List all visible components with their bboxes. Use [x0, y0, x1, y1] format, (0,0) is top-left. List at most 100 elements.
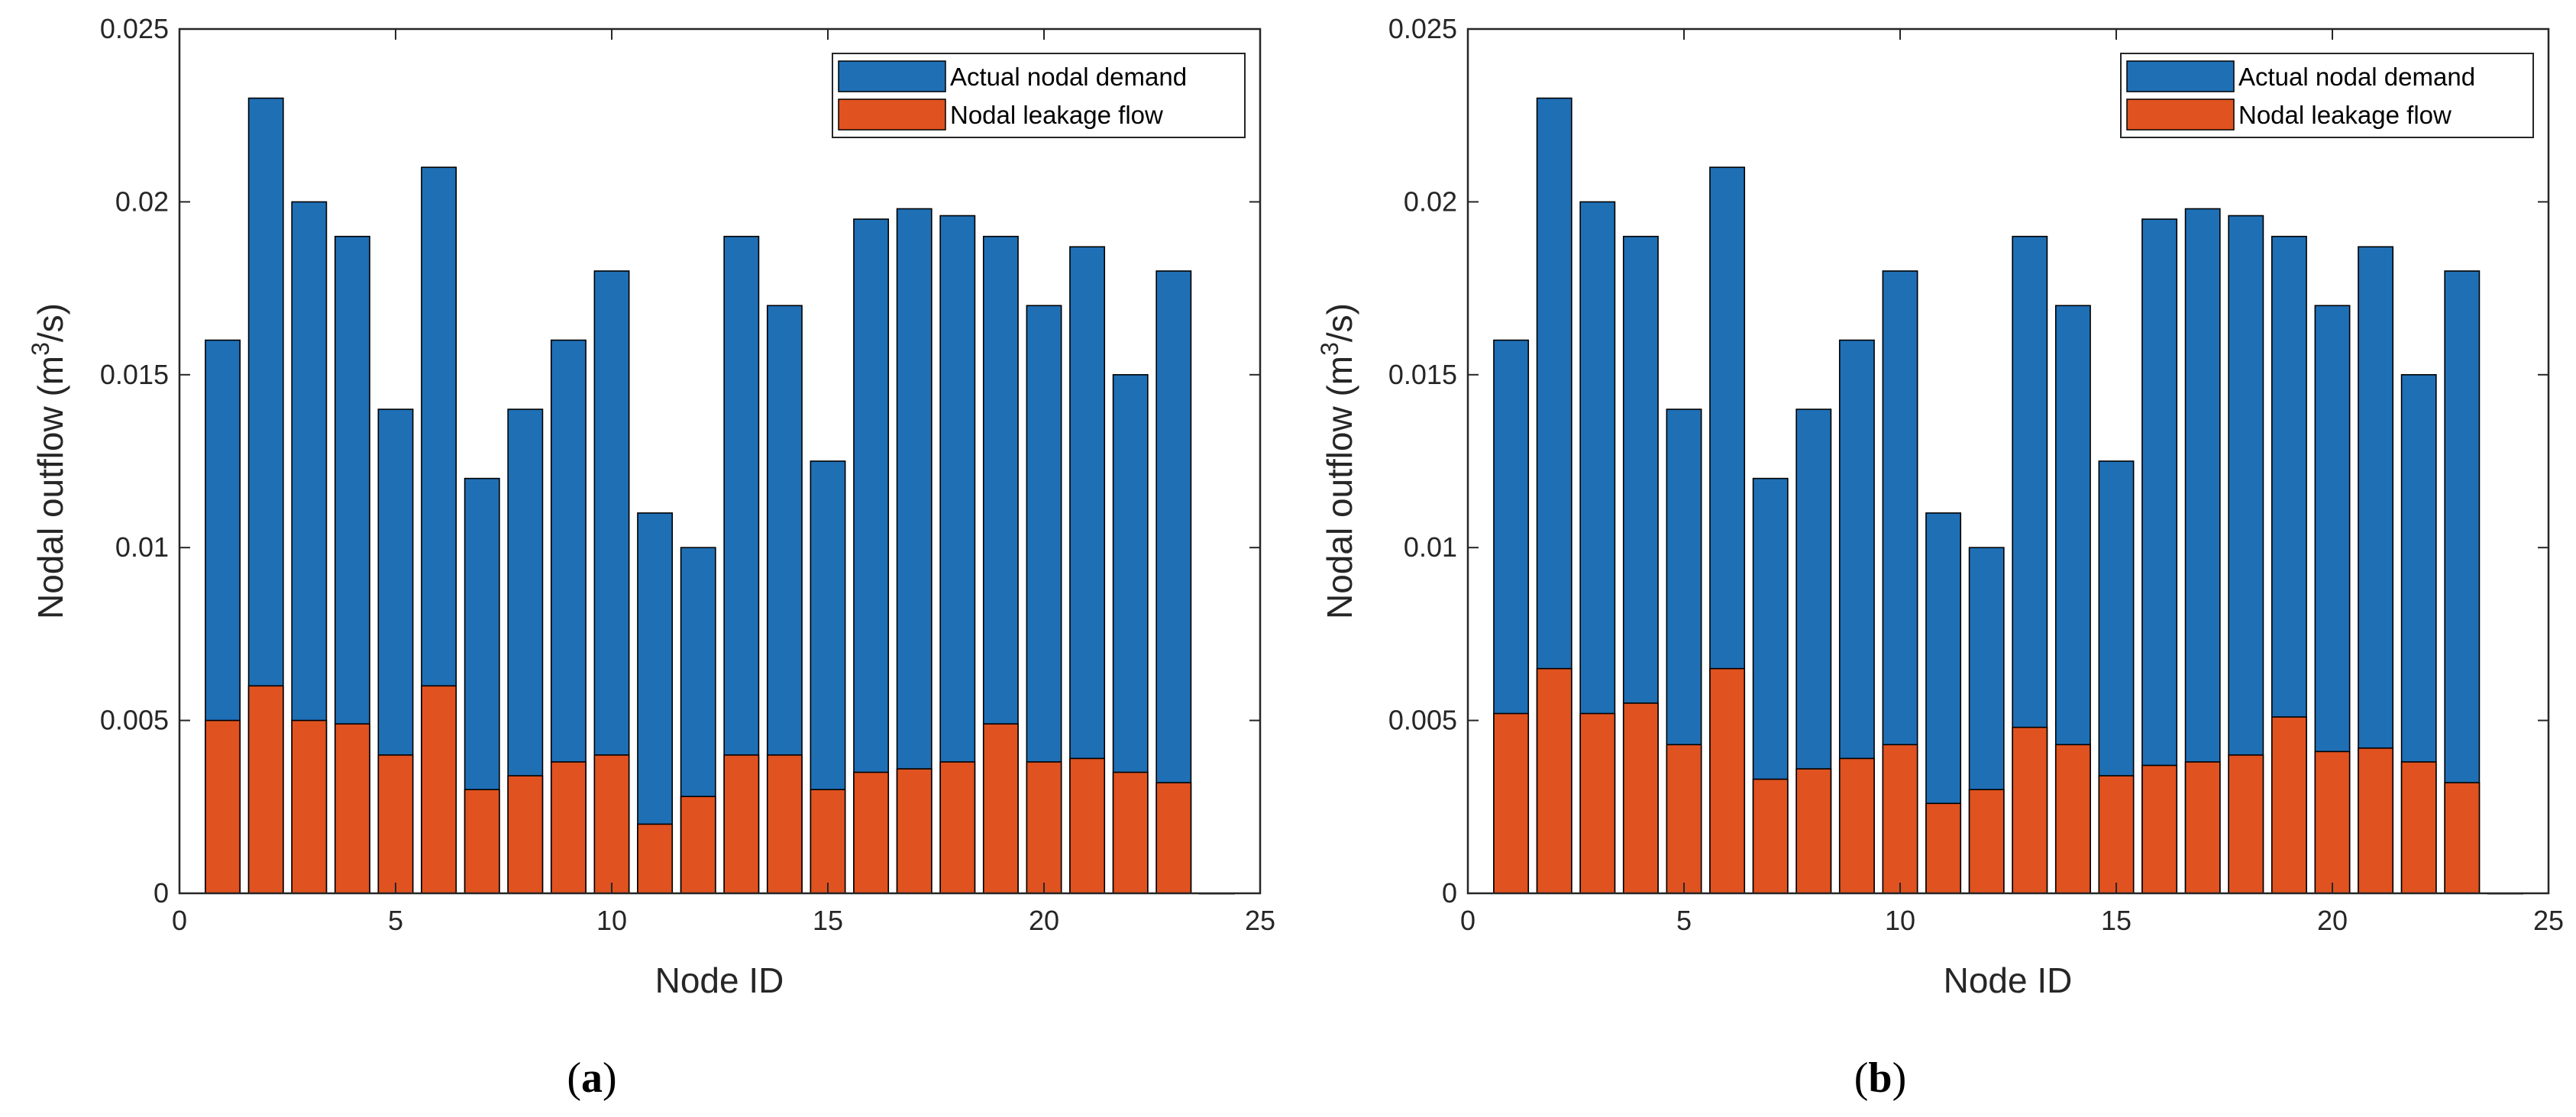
bar-leakage-node-22 [1112, 771, 1149, 894]
bar-leakage-node-20 [1026, 761, 1062, 894]
bar-leakage-node-22 [2400, 761, 2437, 894]
bar-leakage-node-2 [247, 685, 284, 894]
x-tick-label: 15 [813, 905, 843, 936]
y-tick-label: 0.01 [1404, 531, 1457, 563]
y-tick-label: 0.01 [115, 531, 169, 563]
y-tick-label: 0.015 [1388, 359, 1457, 390]
x-tick-label: 20 [2317, 905, 2348, 936]
bar-leakage-node-20 [2314, 751, 2351, 894]
legend-label-demand: Actual nodal demand [950, 63, 1187, 91]
x-tick-label: 0 [1460, 905, 1475, 936]
x-tick-label: 5 [388, 905, 403, 936]
y-axis-label-main: Nodal outflow (m [1320, 356, 1359, 619]
y-tick-label: 0.005 [100, 705, 169, 736]
bar-leakage-node-12 [680, 796, 716, 894]
bar-leakage-node-13 [723, 754, 760, 894]
panel-label-open: ( [567, 1054, 581, 1102]
x-tick-label: 25 [1245, 905, 1275, 936]
panel-label: (b) [1854, 1054, 1906, 1102]
bar-leakage-node-6 [1709, 667, 1746, 894]
bar-leakage-node-15 [810, 789, 846, 894]
bar-leakage-node-12 [1968, 789, 2005, 894]
legend-label-demand: Actual nodal demand [2238, 63, 2475, 91]
x-tick-label: 5 [1676, 905, 1692, 936]
axes-box [178, 27, 1262, 895]
bar-leakage-node-18 [2228, 754, 2264, 894]
panel-label-open: ( [1854, 1054, 1869, 1102]
bar-leakage-node-21 [1069, 757, 1106, 894]
y-axis-label-main: Nodal outflow (m [31, 356, 70, 619]
bar-leakage-node-3 [291, 719, 328, 894]
legend: Actual nodal demand Nodal leakage flow [2120, 53, 2534, 138]
legend-label-leakage: Nodal leakage flow [2238, 101, 2452, 129]
y-tick-label: 0.025 [100, 13, 169, 44]
bar-leakage-node-5 [1666, 744, 1702, 894]
bar-leakage-node-19 [2271, 716, 2307, 894]
ticks-group: 0 5 10 15 20 25 0 0.005 0.01 0.015 0.02 0.025 [100, 13, 1275, 936]
bars-group [1493, 97, 2523, 895]
x-tick-label: 10 [596, 905, 627, 936]
bar-leakage-node-14 [766, 754, 803, 894]
panel-label-letter: a [581, 1054, 603, 1102]
bar-leakage-node-3 [1579, 712, 1616, 894]
bar-leakage-node-8 [1795, 768, 1832, 894]
bar-leakage-node-11 [637, 823, 674, 894]
legend-swatch-leakage [838, 98, 946, 131]
bar-leakage-node-5 [377, 754, 414, 894]
bars-group [205, 97, 1235, 895]
bar-leakage-node-10 [1882, 744, 1918, 894]
bar-leakage-node-23 [1155, 782, 1192, 894]
bar-leakage-node-6 [421, 685, 457, 894]
axes-box [1466, 27, 2550, 895]
y-axis-label-sup: 3 [27, 342, 54, 356]
y-axis-label: Nodal outflow (m3/s) [27, 303, 70, 619]
bar-leakage-node-21 [2358, 747, 2394, 894]
panel-label: (a) [567, 1054, 616, 1102]
bar-leakage-node-7 [464, 789, 500, 894]
y-axis-label-tail: /s) [31, 303, 70, 342]
panel-label-letter: b [1868, 1054, 1892, 1102]
y-tick-label: 0.025 [1388, 13, 1457, 44]
legend-swatch-demand [838, 60, 946, 92]
legend-swatch-demand [2126, 60, 2235, 92]
bar-leakage-node-8 [507, 775, 544, 894]
legend-label-leakage: Nodal leakage flow [950, 101, 1163, 129]
bar-leakage-node-4 [334, 723, 370, 894]
chart-panel-a: 0 5 10 15 20 25 0 0.005 0.01 0.015 0.02 0.025 Node … [27, 13, 1275, 1102]
bar-leakage-node-9 [550, 761, 587, 894]
chart-panel-b: 0 5 10 15 20 25 0 0.005 0.01 0.015 0.02 0.025 Node … [1316, 13, 2564, 1102]
x-axis-label: Node ID [655, 960, 784, 1000]
x-tick-label: 0 [172, 905, 187, 936]
bar-leakage-node-1 [1493, 712, 1530, 894]
bar-leakage-node-13 [2012, 726, 2048, 894]
bar-leakage-node-23 [2444, 782, 2481, 894]
bar-leakage-node-1 [205, 719, 241, 894]
y-tick-label: 0.02 [1404, 186, 1457, 217]
legend-swatch-leakage [2126, 98, 2235, 131]
bar-leakage-node-9 [1838, 757, 1875, 894]
x-tick-label: 15 [2101, 905, 2132, 936]
legend: Actual nodal demand Nodal leakage flow [832, 53, 1246, 138]
bar-leakage-node-18 [939, 761, 976, 894]
y-tick-label: 0.02 [115, 186, 169, 217]
bar-leakage-node-16 [2141, 764, 2178, 894]
y-tick-label: 0 [1442, 877, 1457, 909]
x-axis-label: Node ID [1944, 960, 2073, 1000]
bar-leakage-node-7 [1752, 778, 1789, 894]
bar-leakage-node-11 [1925, 802, 1962, 894]
bar-leakage-node-10 [593, 754, 630, 894]
bar-leakage-node-14 [2054, 744, 2091, 894]
x-tick-label: 25 [2533, 905, 2564, 936]
y-axis-label-tail: /s) [1320, 303, 1359, 342]
y-axis-label-sup: 3 [1316, 342, 1343, 356]
bar-leakage-node-16 [853, 771, 890, 894]
bar-leakage-node-2 [1536, 667, 1572, 894]
bar-leakage-node-19 [982, 723, 1019, 894]
y-tick-label: 0 [154, 877, 169, 909]
panel-label-close: ) [603, 1054, 617, 1102]
bar-leakage-node-15 [2098, 775, 2135, 894]
y-tick-label: 0.015 [100, 359, 169, 390]
y-axis-label: Nodal outflow (m3/s) [1316, 303, 1359, 619]
x-tick-label: 10 [1885, 905, 1915, 936]
